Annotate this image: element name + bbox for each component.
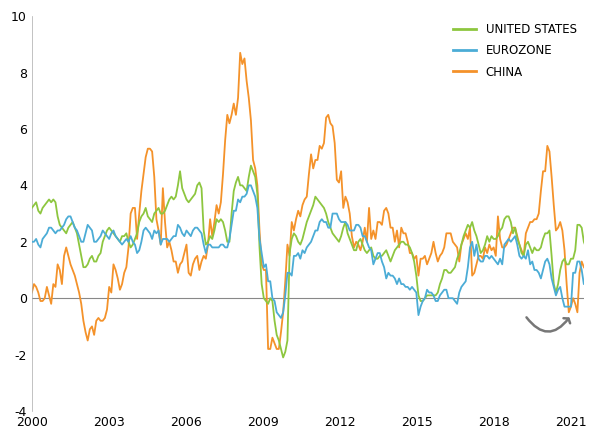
Legend: UNITED STATES, EUROZONE, CHINA: UNITED STATES, EUROZONE, CHINA xyxy=(448,18,581,84)
